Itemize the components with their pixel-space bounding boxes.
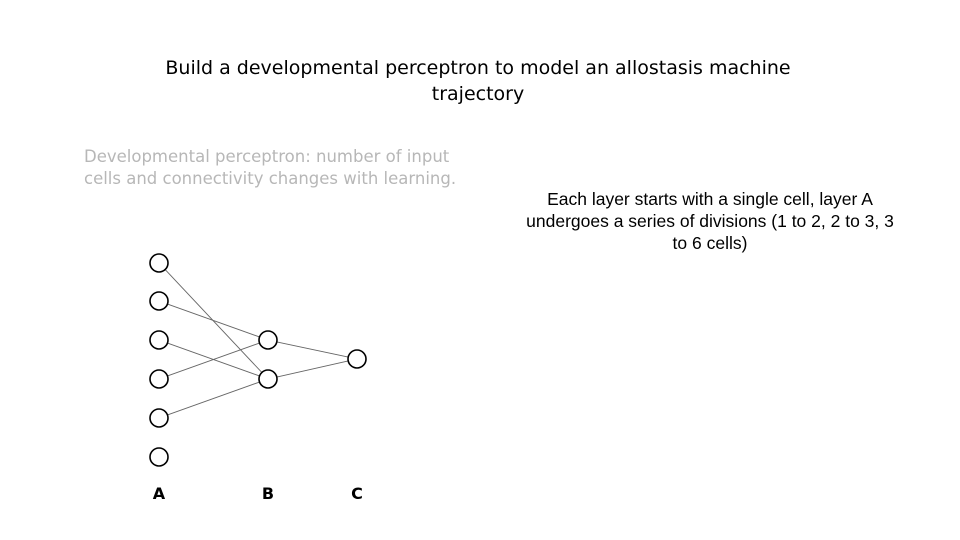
slide-title: Build a developmental perceptron to mode… [165,57,791,105]
layer-a: A [149,253,169,503]
subtitle: Developmental perceptron: number of inpu… [84,147,457,188]
connection-b2-c1 [276,360,349,378]
cell-b1 [258,330,278,350]
layer-c: C [347,349,367,503]
layer-label-a: A [153,484,166,503]
description-note: Each layer starts with a single cell, la… [526,189,894,253]
connections [164,269,349,416]
cell-b2 [258,369,278,389]
layer-label-c: C [351,484,363,503]
connection-b1-c1 [276,341,349,358]
cell-a5 [149,408,169,428]
cell-a2 [149,291,169,311]
connection-a2-b1 [167,303,260,338]
layer-label-b: B [262,484,274,503]
cell-c1 [347,349,367,369]
cell-a1 [149,253,169,273]
connection-a5-b2 [167,381,260,416]
cell-a4 [149,369,169,389]
layer-b: B [258,330,278,503]
connection-a4-b1 [167,342,260,377]
cell-a3 [149,330,169,350]
connection-a1-b2 [164,269,263,373]
cell-a6 [149,447,169,467]
